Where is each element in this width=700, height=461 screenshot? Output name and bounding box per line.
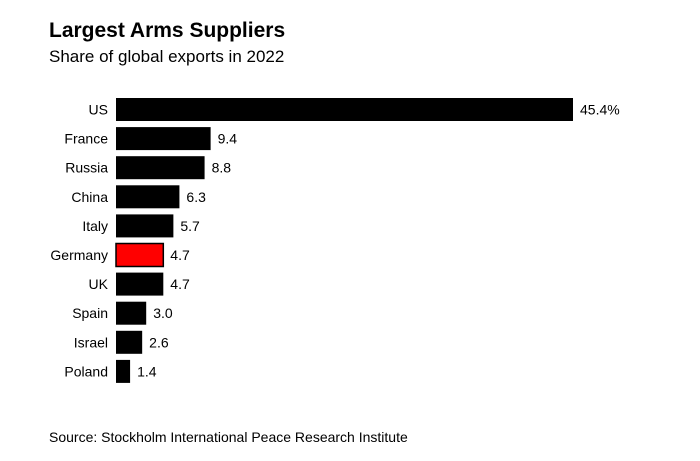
value-label-spain: 3.0 bbox=[153, 305, 173, 321]
bar-france bbox=[116, 127, 211, 151]
category-label-poland: Poland bbox=[64, 363, 108, 379]
source-note: Source: Stockholm International Peace Re… bbox=[49, 429, 408, 445]
value-label-israel: 2.6 bbox=[149, 334, 169, 350]
category-label-italy: Italy bbox=[82, 218, 108, 234]
bar-spain bbox=[116, 301, 147, 325]
bar-china bbox=[116, 185, 180, 209]
value-label-france: 9.4 bbox=[218, 131, 238, 147]
category-label-uk: UK bbox=[89, 276, 109, 292]
bar-poland bbox=[116, 359, 131, 383]
value-label-poland: 1.4 bbox=[137, 363, 157, 379]
category-label-germany: Germany bbox=[50, 247, 108, 263]
value-label-china: 6.3 bbox=[186, 189, 206, 205]
category-label-us: US bbox=[89, 102, 108, 118]
chart-subtitle: Share of global exports in 2022 bbox=[49, 47, 285, 66]
value-label-germany: 4.7 bbox=[170, 247, 190, 263]
bar-us bbox=[116, 98, 573, 121]
category-label-france: France bbox=[64, 131, 108, 147]
value-label-russia: 8.8 bbox=[212, 160, 232, 176]
bar-germany bbox=[115, 242, 165, 268]
bar-russia bbox=[116, 156, 205, 180]
bar-italy bbox=[116, 214, 174, 238]
value-label-uk: 4.7 bbox=[170, 276, 190, 292]
bar-uk bbox=[116, 272, 164, 296]
category-label-israel: Israel bbox=[74, 334, 108, 350]
category-label-china: China bbox=[71, 189, 108, 205]
value-label-us: 45.4% bbox=[580, 102, 620, 118]
value-label-italy: 5.7 bbox=[180, 218, 200, 234]
category-label-spain: Spain bbox=[72, 305, 108, 321]
chart-title: Largest Arms Suppliers bbox=[49, 19, 286, 42]
category-label-russia: Russia bbox=[65, 160, 108, 176]
bar-chart: US 45.4% France 9.4 Russia 8.8 China 6.3 Italy 5.… bbox=[50, 98, 620, 383]
bar-israel bbox=[116, 330, 143, 354]
